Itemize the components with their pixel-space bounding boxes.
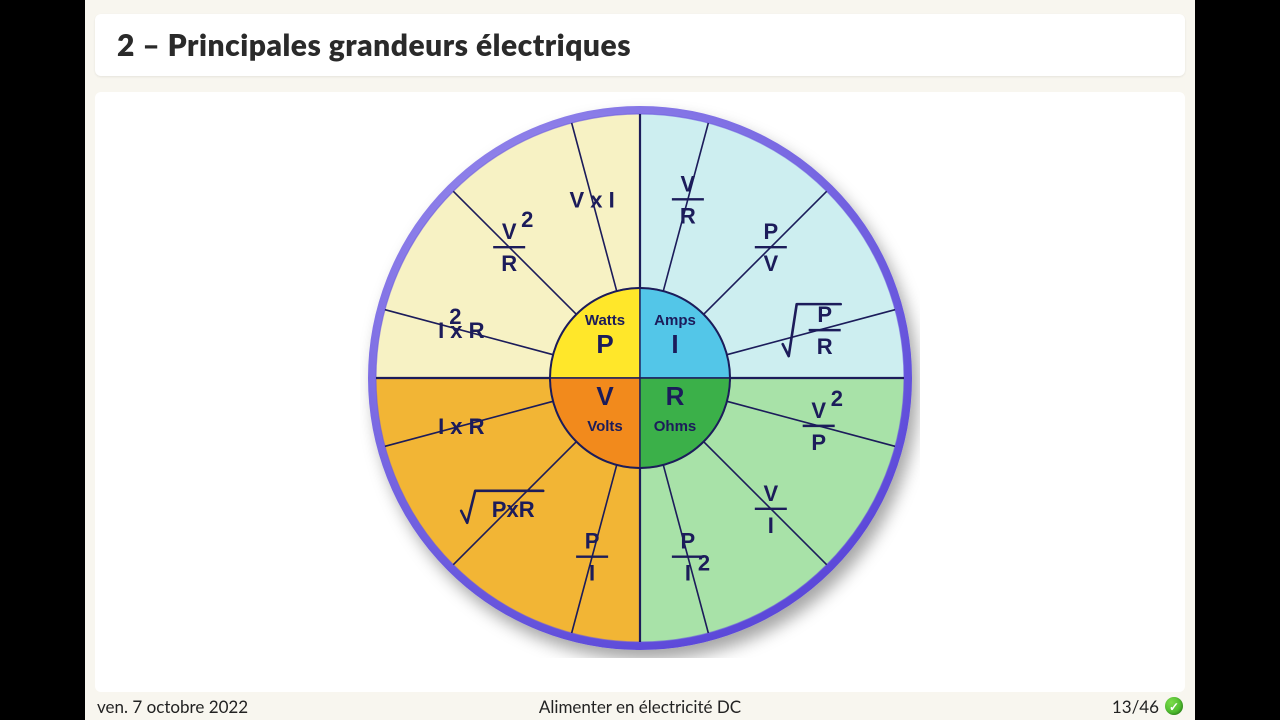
svg-text:PxR: PxR [492, 497, 535, 522]
footer-topic: Alimenter en électricité DC [539, 696, 741, 717]
title-box: 2 – Principales grandeurs électriques [95, 14, 1185, 76]
svg-text:R: R [501, 251, 517, 276]
svg-text:R: R [666, 381, 685, 411]
svg-text:P: P [763, 219, 778, 244]
svg-text:V: V [502, 219, 517, 244]
svg-text:Ohms: Ohms [654, 418, 697, 435]
svg-text:I: I [768, 513, 774, 538]
footer: ven. 7 octobre 2022 Alimenter en électri… [97, 694, 1183, 718]
svg-text:I: I [671, 329, 678, 359]
footer-page: 13/46 [1112, 696, 1159, 717]
svg-text:I: I [589, 561, 595, 586]
svg-text:V: V [681, 171, 696, 196]
svg-text:R: R [680, 203, 696, 228]
svg-text:Amps: Amps [654, 312, 696, 329]
svg-text:P: P [681, 529, 696, 554]
ohms-law-wheel: WattsPAmpsIVoltsVOhmsRV x IV2RI x R2VRPV… [360, 98, 920, 658]
svg-text:V: V [811, 398, 826, 423]
slide-content: WattsPAmpsIVoltsVOhmsRV x IV2RI x R2VRPV… [95, 92, 1185, 692]
svg-text:2: 2 [698, 551, 710, 576]
svg-text:V x I: V x I [569, 187, 614, 212]
footer-date: ven. 7 octobre 2022 [97, 696, 248, 717]
svg-text:2: 2 [449, 304, 461, 329]
slide: 2 – Principales grandeurs électriques Wa… [85, 0, 1195, 720]
svg-text:P: P [585, 529, 600, 554]
svg-text:V: V [763, 251, 778, 276]
svg-text:P: P [817, 302, 832, 327]
svg-text:V: V [763, 481, 778, 506]
svg-text:Volts: Volts [587, 418, 623, 435]
svg-text:P: P [596, 329, 613, 359]
svg-text:I x R: I x R [438, 414, 485, 439]
svg-text:P: P [811, 430, 826, 455]
svg-text:2: 2 [521, 207, 533, 232]
svg-text:I: I [685, 561, 691, 586]
svg-text:Watts: Watts [585, 312, 625, 329]
svg-text:R: R [817, 334, 833, 359]
svg-text:V: V [596, 381, 614, 411]
check-icon: ✓ [1165, 697, 1183, 715]
slide-title: 2 – Principales grandeurs électriques [117, 27, 631, 63]
svg-text:2: 2 [831, 386, 843, 411]
formula: I x R [438, 414, 485, 439]
formula: V x I [569, 187, 614, 212]
